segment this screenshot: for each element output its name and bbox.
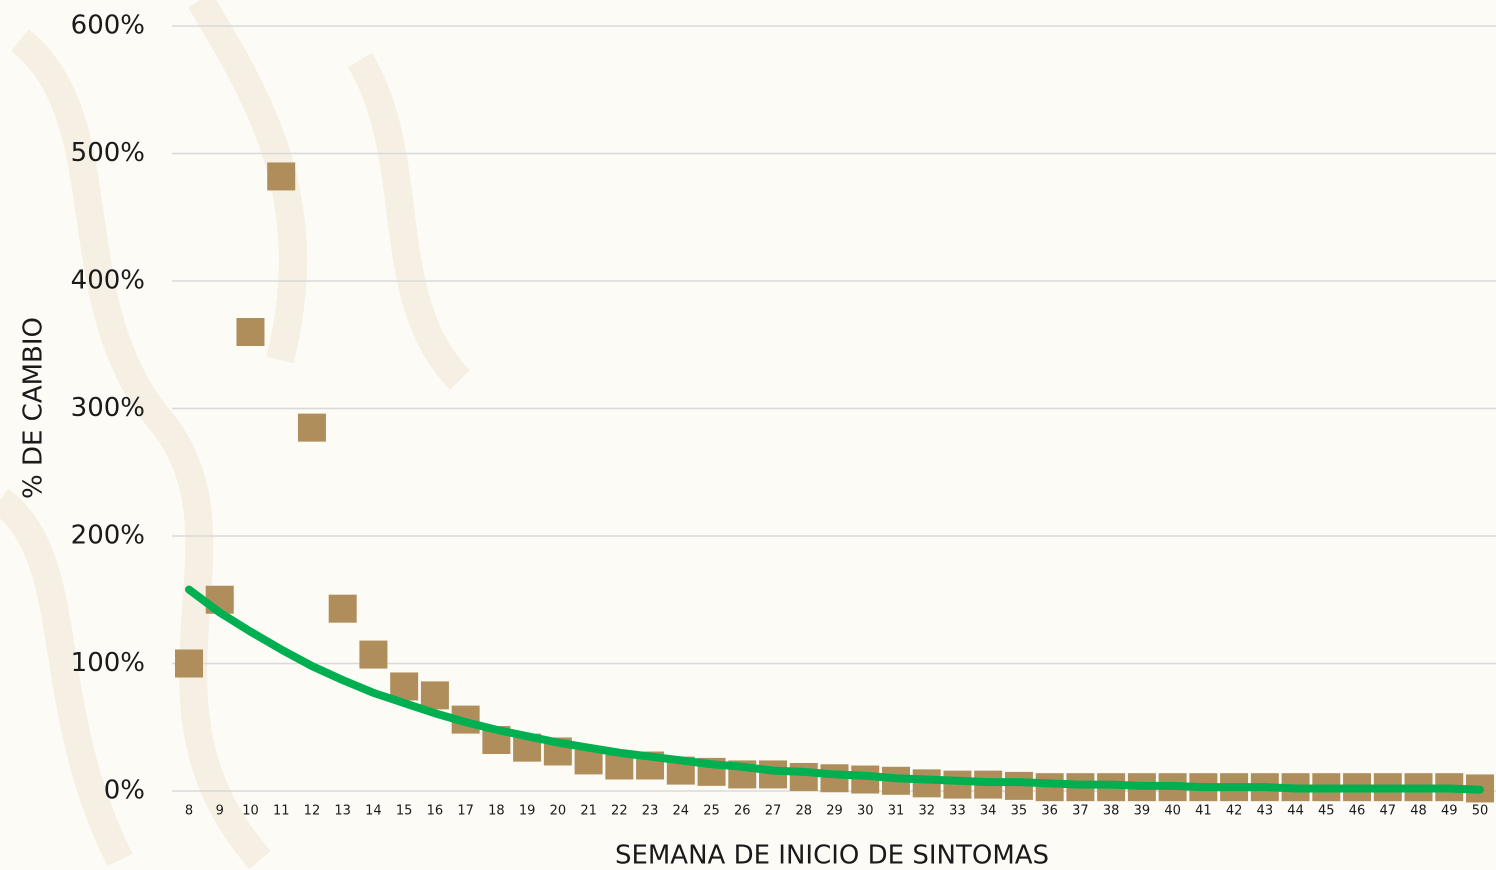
x-tick-label: 8 [185, 804, 193, 819]
marker [420, 681, 449, 710]
x-tick-label: 36 [1041, 804, 1058, 819]
x-tick-label: 44 [1287, 804, 1304, 819]
x-tick-label: 45 [1318, 804, 1335, 819]
x-tick-label: 22 [611, 804, 628, 819]
x-tick-label: 26 [734, 804, 751, 819]
y-tick-label: 200% [71, 521, 145, 551]
x-tick-label: 50 [1472, 804, 1489, 819]
y-tick-label: 500% [71, 138, 145, 168]
x-tick-label: 15 [396, 804, 413, 819]
marker [297, 413, 326, 442]
x-tick-label: 13 [334, 804, 351, 819]
y-tick-label: 100% [71, 648, 145, 678]
x-tick-label: 21 [580, 804, 597, 819]
marker [328, 594, 357, 623]
x-tick-label: 17 [457, 804, 474, 819]
x-tick-label: 18 [488, 804, 505, 819]
x-tick-label: 33 [949, 804, 966, 819]
x-tick-label: 49 [1441, 804, 1458, 819]
x-tick-label: 27 [765, 804, 782, 819]
x-tick-label: 20 [550, 804, 567, 819]
x-tick-label: 19 [519, 804, 536, 819]
x-tick-label: 10 [242, 804, 259, 819]
x-tick-label: 12 [304, 804, 321, 819]
marker [236, 318, 265, 346]
marker [789, 762, 818, 791]
marker [359, 640, 388, 669]
x-tick-label: 14 [365, 804, 382, 819]
x-tick-label: 24 [673, 804, 690, 819]
x-tick-label: 29 [826, 804, 843, 819]
y-tick-label: 600% [71, 11, 145, 41]
y-tick-label: 400% [71, 266, 145, 296]
x-tick-label: 30 [857, 804, 874, 819]
x-tick-label: 16 [427, 804, 444, 819]
x-tick-label: 40 [1164, 804, 1181, 819]
x-tick-label: 11 [273, 804, 290, 819]
background-pattern [0, 0, 471, 870]
y-tick-label: 300% [71, 393, 145, 423]
x-tick-label: 23 [642, 804, 659, 819]
x-axis-title: SEMANA DE INICIO DE SINTOMAS [615, 841, 1049, 870]
y-tick-label: 0% [104, 776, 145, 806]
x-tick-label: 43 [1257, 804, 1274, 819]
x-tick-label: 46 [1349, 804, 1366, 819]
x-tick-label: 47 [1380, 804, 1397, 819]
x-tick-label: 41 [1195, 804, 1212, 819]
x-tick-label: 37 [1072, 804, 1089, 819]
x-tick-label: 25 [703, 804, 720, 819]
x-tick-label: 39 [1134, 804, 1151, 819]
x-tick-label: 42 [1226, 804, 1243, 819]
x-tick-label: 48 [1410, 804, 1427, 819]
y-axis-title: % DE CAMBIO [19, 317, 49, 499]
x-tick-label: 35 [1011, 804, 1028, 819]
marker [267, 162, 296, 191]
x-tick-label: 34 [980, 804, 997, 819]
x-tick-label: 28 [795, 804, 812, 819]
x-tick-label: 31 [888, 804, 905, 819]
x-tick-label: 32 [918, 804, 935, 819]
x-tick-label: 9 [216, 804, 224, 819]
marker [175, 649, 203, 678]
x-tick-label: 38 [1103, 804, 1120, 819]
trend-line [185, 585, 1484, 794]
